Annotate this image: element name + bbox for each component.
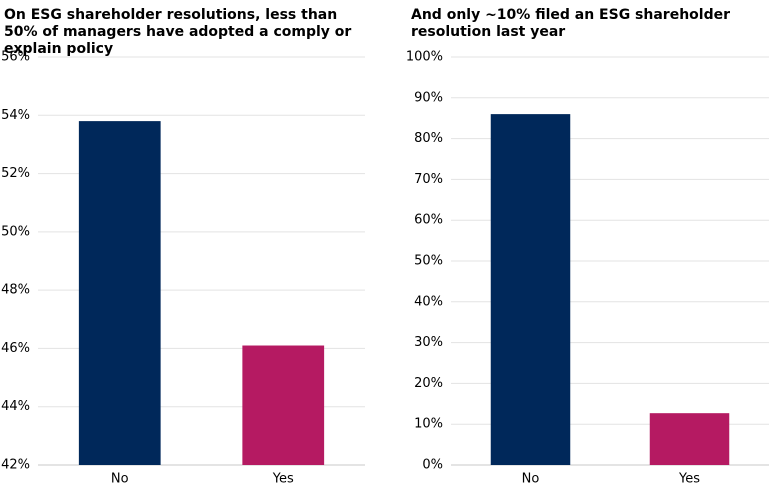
y-tick-label: 50% — [1, 224, 30, 239]
y-tick-label: 20% — [414, 376, 443, 391]
bar — [78, 121, 161, 465]
y-tick-label: 52% — [1, 166, 30, 181]
x-tick-label: Yes — [678, 472, 700, 487]
y-tick-label: 54% — [1, 108, 30, 123]
y-tick-label: 100% — [406, 50, 443, 65]
x-tick-label: No — [111, 472, 129, 487]
y-tick-label: 42% — [1, 458, 30, 473]
y-tick-label: 60% — [414, 213, 443, 228]
y-tick-label: 10% — [414, 417, 443, 432]
y-tick-label: 80% — [414, 131, 443, 146]
y-tick-label: 44% — [1, 399, 30, 414]
y-tick-label: 40% — [414, 294, 443, 309]
y-tick-label: 90% — [414, 90, 443, 105]
bar — [242, 345, 325, 465]
y-tick-label: 48% — [1, 283, 30, 298]
y-tick-label: 50% — [414, 254, 443, 269]
y-tick-label: 30% — [414, 335, 443, 350]
y-tick-label: 56% — [1, 50, 30, 65]
x-tick-label: No — [522, 472, 540, 487]
x-tick-label: Yes — [272, 472, 294, 487]
y-tick-label: 0% — [422, 458, 443, 473]
bar — [490, 114, 571, 466]
y-tick-label: 46% — [1, 341, 30, 356]
y-tick-label: 70% — [414, 172, 443, 187]
chart-title: And only ~10% filed an ESG shareholder r… — [411, 7, 731, 40]
chart-title: On ESG shareholder resolutions, less tha… — [4, 7, 352, 57]
bar — [649, 413, 730, 465]
